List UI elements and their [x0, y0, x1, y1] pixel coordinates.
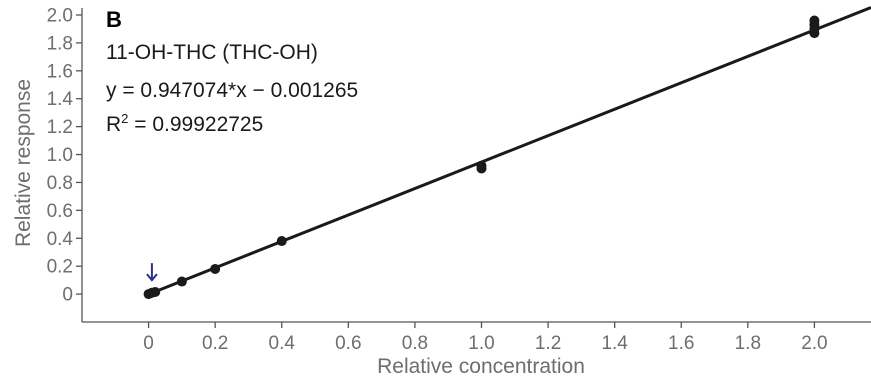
x-tick-label: 1.6 [668, 333, 694, 354]
x-tick-label: 0.8 [402, 333, 428, 354]
y-axis-title: Relative response [12, 79, 35, 247]
axes [81, 8, 871, 323]
regression-equation: y = 0.947074*x − 0.001265 [106, 79, 358, 102]
y-tick-label: 1.4 [47, 89, 74, 110]
x-tick-label: 0 [143, 333, 154, 354]
r-squared-exponent: 2 [121, 111, 128, 126]
r-squared-value: = 0.99922725 [128, 113, 263, 136]
x-tick-label: 1.0 [468, 333, 494, 354]
x-tick-label: 0.4 [269, 333, 296, 354]
y-tick-label: 0.6 [47, 201, 73, 222]
y-tick-label: 0.2 [47, 257, 73, 278]
data-point [210, 263, 221, 274]
x-tick-label: 1.8 [735, 333, 761, 354]
data-point [476, 163, 487, 174]
chart-title: 11-OH-THC (THC-OH) [106, 41, 318, 64]
y-tick-label: 0 [62, 285, 73, 306]
y-tick-label: 1.2 [47, 117, 73, 138]
data-point [809, 28, 820, 39]
r-squared-prefix: R [106, 113, 121, 136]
data-point [276, 236, 287, 247]
x-tick-label: 2.0 [801, 333, 827, 354]
x-tick-label: 0.2 [202, 333, 228, 354]
data-point [176, 276, 187, 287]
y-tick-label: 1.8 [47, 33, 73, 54]
x-tick-label: 0.6 [335, 333, 361, 354]
arrow-head [146, 273, 158, 282]
arrow-marker-icon [146, 263, 158, 282]
y-tick-label: 0.8 [47, 173, 73, 194]
y-tick-label: 1.6 [47, 61, 73, 82]
data-point [150, 286, 161, 297]
x-tick-label: 1.2 [535, 333, 561, 354]
panel-label: B [106, 7, 122, 32]
x-tick-label: 1.4 [601, 333, 628, 354]
y-ticks: 0 0.2 0.4 0.6 0.8 1.0 1.2 1.4 1.6 1.8 2.0 [47, 5, 82, 306]
x-axis-title: Relative concentration [377, 355, 585, 378]
fit-line [148, 6, 871, 296]
x-ticks: 0 0.2 0.4 0.6 0.8 1.0 1.2 1.4 1.6 1.8 2.0 [143, 322, 828, 354]
r-squared: R2 = 0.99922725 [106, 111, 263, 136]
y-tick-label: 2.0 [47, 5, 73, 26]
y-tick-label: 0.4 [47, 229, 74, 250]
data-points [143, 15, 820, 300]
y-tick-label: 1.0 [47, 145, 73, 166]
